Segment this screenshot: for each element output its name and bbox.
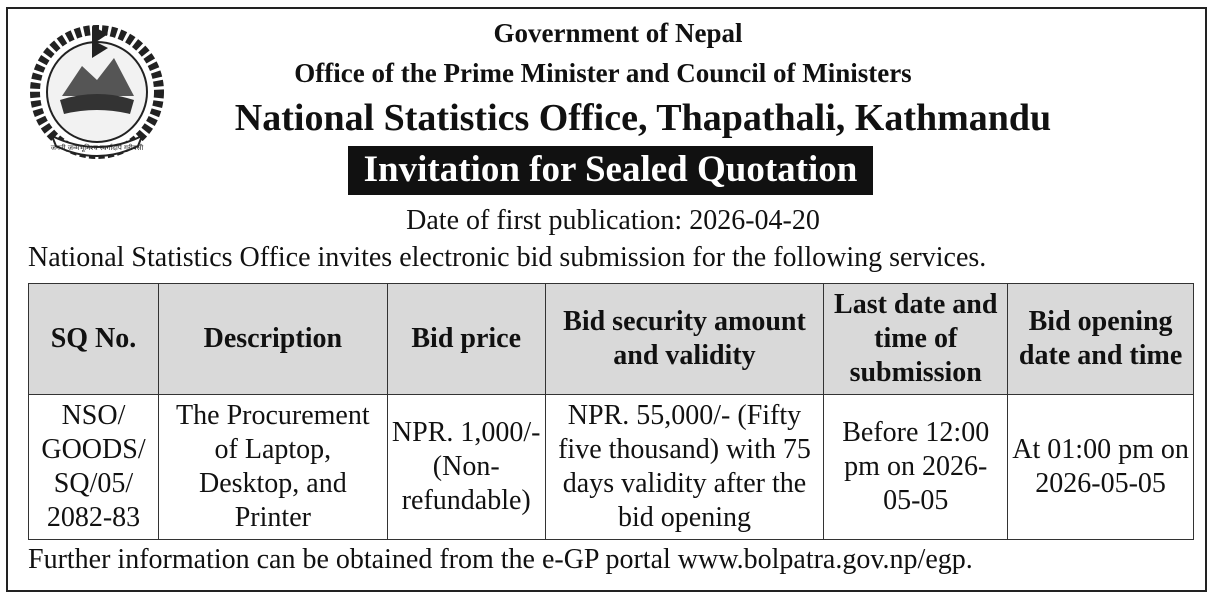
organization-heading: National Statistics Office, Thapathali, …: [234, 97, 1052, 139]
cell-bid-price: NPR. 1,000/- (Non-refundable): [386, 394, 546, 540]
col-sq-no: SQ No.: [28, 283, 159, 395]
cell-bid-opening: At 01:00 pm on 2026-05-05: [1007, 394, 1194, 540]
cell-description: The Procurement of Laptop, Desktop, and …: [157, 394, 388, 540]
col-last-date: Last date and time of submission: [823, 283, 1009, 395]
col-bid-price: Bid price: [386, 283, 546, 395]
table-header-row: SQ No. Description Bid price Bid securit…: [28, 283, 1194, 395]
office-heading: Office of the Prime Minister and Council…: [294, 58, 912, 88]
notice-title: Invitation for Sealed Quotation: [347, 146, 874, 195]
col-description: Description: [157, 283, 388, 395]
notice-frame: [6, 7, 1207, 592]
government-heading: Government of Nepal: [493, 18, 743, 48]
table-row: NSO/ GOODS/ SQ/05/ 2082-83 The Procureme…: [28, 394, 1194, 540]
svg-text:जननी जन्मभूमिश्च स्वर्गादपि गर: जननी जन्मभूमिश्च स्वर्गादपि गरीयसी: [51, 143, 144, 152]
col-bid-security: Bid security amount and validity: [544, 283, 825, 395]
quotation-table: SQ No. Description Bid price Bid securit…: [28, 283, 1194, 540]
cell-last-date: Before 12:00 pm on 2026-05-05: [823, 394, 1009, 540]
publication-date: Date of first publication: 2026-04-20: [406, 205, 820, 236]
footer-info: Further information can be obtained from…: [28, 544, 973, 575]
col-bid-opening: Bid opening date and time: [1007, 283, 1194, 395]
cell-sq-no: NSO/ GOODS/ SQ/05/ 2082-83: [28, 394, 159, 540]
intro-text: National Statistics Office invites elect…: [28, 242, 987, 273]
cell-bid-security: NPR. 55,000/- (Fifty five thousand) with…: [544, 394, 825, 540]
nepal-emblem-icon: जननी जन्मभूमिश्च स्वर्गादपि गरीयसी: [30, 25, 164, 159]
